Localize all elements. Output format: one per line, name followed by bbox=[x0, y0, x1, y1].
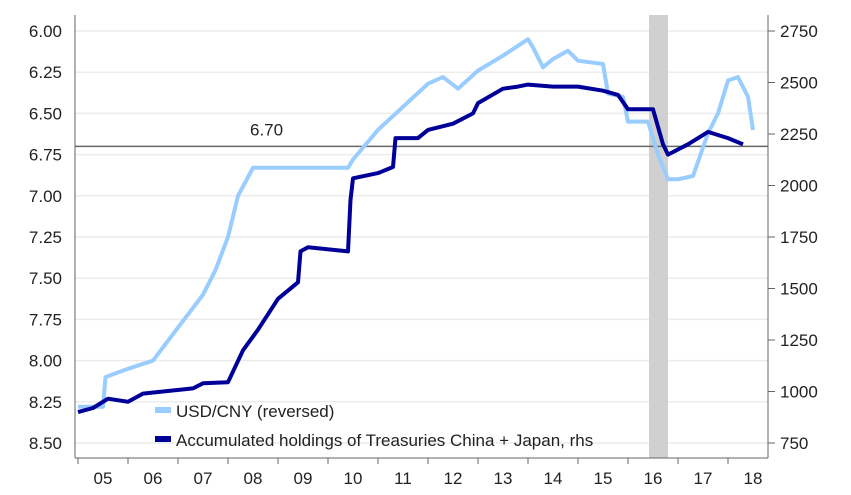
x-tick-label: 09 bbox=[294, 469, 313, 488]
x-tick-label: 18 bbox=[744, 469, 763, 488]
left-tick-label: 8.00 bbox=[29, 352, 62, 371]
right-tick-label: 2500 bbox=[780, 74, 818, 93]
left-tick-label: 6.25 bbox=[29, 63, 62, 82]
x-tick-label: 13 bbox=[494, 469, 513, 488]
x-tick-label: 17 bbox=[694, 469, 713, 488]
right-tick-label: 1250 bbox=[780, 331, 818, 350]
left-tick-label: 7.75 bbox=[29, 310, 62, 329]
left-tick-label: 6.00 bbox=[29, 22, 62, 41]
legend-swatch-usdcny bbox=[155, 407, 171, 413]
x-tick-label: 10 bbox=[344, 469, 363, 488]
axes: 6.00 6.25 6.50 6.75 7.00 7.25 7.50 7.75 8.00 8.25… bbox=[29, 15, 818, 488]
left-tick-label: 7.00 bbox=[29, 187, 62, 206]
legend-label-usdcny: USD/CNY (reversed) bbox=[176, 402, 334, 421]
series-lines bbox=[77, 37, 755, 415]
legend: USD/CNY (reversed) Accumulated holdings … bbox=[155, 402, 593, 450]
left-tick-label: 7.50 bbox=[29, 269, 62, 288]
left-tick-label: 8.50 bbox=[29, 434, 62, 453]
x-tick-label: 06 bbox=[144, 469, 163, 488]
left-tick-label: 7.25 bbox=[29, 228, 62, 247]
x-tick-label: 12 bbox=[444, 469, 463, 488]
shaded-period bbox=[649, 15, 668, 458]
right-tick-label: 1500 bbox=[780, 280, 818, 299]
right-tick-label: 2250 bbox=[780, 125, 818, 144]
x-tick-label: 14 bbox=[544, 469, 563, 488]
legend-swatch-treasuries bbox=[155, 436, 171, 442]
reference-line-label: 6.70 bbox=[250, 120, 283, 139]
series-line-1 bbox=[77, 82, 744, 415]
left-tick-label: 6.50 bbox=[29, 104, 62, 123]
right-tick-label: 2750 bbox=[780, 22, 818, 41]
series-line-0 bbox=[78, 37, 755, 409]
x-tick-label: 15 bbox=[594, 469, 613, 488]
right-tick-label: 1750 bbox=[780, 228, 818, 247]
x-tick-label: 05 bbox=[94, 469, 113, 488]
left-tick-label: 8.25 bbox=[29, 393, 62, 412]
right-tick-label: 2000 bbox=[780, 177, 818, 196]
x-tick-label: 07 bbox=[194, 469, 213, 488]
x-tick-label: 11 bbox=[394, 469, 412, 488]
right-tick-label: 750 bbox=[780, 434, 808, 453]
legend-label-treasuries: Accumulated holdings of Treasuries China… bbox=[176, 431, 593, 450]
x-tick-label: 16 bbox=[644, 469, 663, 488]
x-tick-label: 08 bbox=[244, 469, 263, 488]
right-tick-label: 1000 bbox=[780, 383, 818, 402]
left-tick-label: 6.75 bbox=[29, 146, 62, 165]
